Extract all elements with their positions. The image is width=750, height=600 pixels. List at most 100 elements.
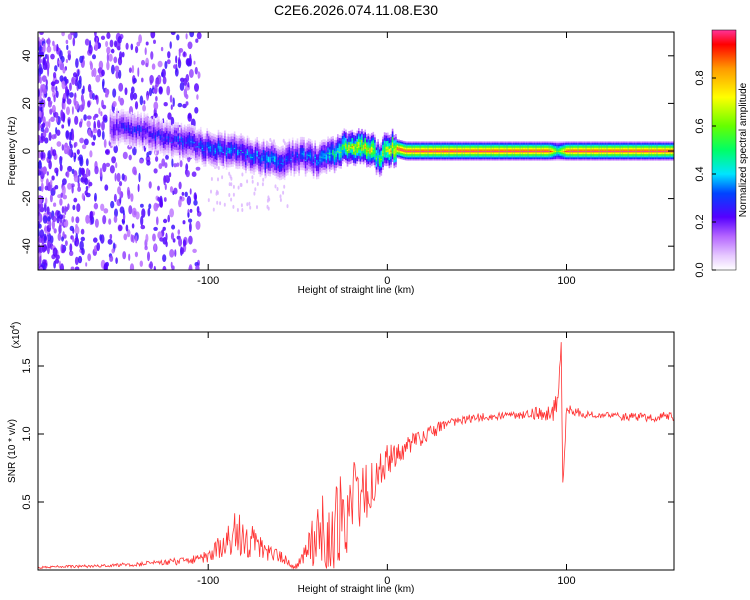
speckle-mark	[210, 177, 213, 181]
speckle-mark	[74, 266, 80, 270]
speckle-mark	[158, 86, 163, 95]
speckle-mark	[55, 90, 59, 99]
speckle-mark	[269, 137, 272, 142]
speckle-mark	[44, 202, 47, 213]
ridge-mark	[175, 139, 178, 140]
speckle-mark	[232, 192, 235, 197]
speckle-mark	[150, 32, 156, 39]
speckle-mark	[246, 179, 249, 184]
speckle-mark	[185, 101, 189, 106]
speckle-mark	[103, 139, 107, 148]
ridge-mark	[437, 151, 439, 152]
speckle-mark	[48, 132, 52, 141]
speckle-mark	[44, 225, 47, 234]
speckle-mark	[143, 100, 146, 105]
ridge-mark	[551, 151, 554, 152]
ridge-mark	[475, 151, 478, 152]
speckle-mark	[38, 116, 42, 124]
speckle-mark	[112, 101, 117, 108]
speckle-mark	[286, 204, 289, 209]
ridge-mark	[311, 157, 313, 159]
speckle-mark	[87, 253, 92, 262]
speckle-mark	[163, 218, 168, 224]
speckle-mark	[140, 215, 144, 226]
x-tick-label: -100	[197, 575, 219, 587]
ridge-mark	[296, 155, 299, 156]
speckle-mark	[76, 203, 81, 213]
speckle-mark	[118, 69, 122, 79]
speckle-mark	[119, 97, 125, 106]
ridge-mark	[354, 149, 357, 151]
ridge-mark	[628, 151, 631, 152]
speckle-mark	[174, 68, 179, 77]
ridge-mark	[491, 151, 494, 152]
speckle-mark	[161, 158, 166, 167]
speckle-mark	[67, 52, 72, 61]
speckle-mark	[85, 262, 88, 267]
ridge-mark	[388, 151, 391, 153]
speckle-mark	[173, 64, 177, 69]
speckle-mark	[130, 43, 134, 51]
ridge-mark	[303, 153, 305, 155]
speckle-mark	[94, 165, 99, 175]
y-tick-label: -20	[21, 191, 33, 207]
speckle-mark	[62, 67, 66, 74]
ridge-mark	[430, 151, 433, 152]
ridge-mark	[348, 147, 350, 149]
ridge-mark	[259, 160, 262, 162]
speckle-mark	[93, 237, 98, 243]
speckle-mark	[169, 94, 173, 103]
speckle-mark	[157, 231, 163, 240]
speckle-mark	[88, 128, 91, 137]
speckle-mark	[189, 188, 192, 195]
ridge-mark	[514, 151, 516, 152]
ridge-mark	[409, 151, 412, 152]
speckle-mark	[62, 113, 66, 123]
speckle-mark	[131, 65, 135, 74]
speckle-mark	[103, 208, 109, 214]
speckle-mark	[66, 170, 70, 178]
speckle-mark	[48, 118, 51, 129]
speckle-mark	[87, 84, 92, 93]
speckle-mark	[121, 51, 125, 58]
ridge-mark	[562, 151, 565, 152]
y-tick-label: 1.5	[21, 358, 33, 373]
ridge-mark	[586, 151, 589, 152]
speckle-mark	[145, 41, 149, 46]
speckle-mark	[47, 101, 52, 108]
speckle-mark	[95, 94, 98, 100]
speckle-mark	[114, 65, 120, 72]
speckle-mark	[248, 201, 251, 206]
ridge-mark	[227, 150, 229, 152]
speckle-mark	[46, 171, 49, 176]
speckle-mark	[92, 128, 98, 134]
speckle-mark	[96, 242, 100, 251]
speckle-mark	[72, 204, 76, 211]
ridge-mark	[166, 136, 168, 138]
ridge-mark	[109, 125, 112, 127]
speckle-mark	[96, 119, 101, 129]
ridge-mark	[624, 151, 626, 152]
ridge-mark	[441, 151, 444, 152]
ridge-mark	[196, 146, 199, 148]
ridge-mark	[598, 151, 600, 152]
ridge-mark	[233, 148, 236, 149]
speckle-mark	[128, 67, 132, 73]
speckle-mark	[162, 265, 167, 270]
speckle-mark	[179, 81, 185, 91]
speckle-mark	[185, 94, 189, 100]
ridge-mark	[219, 148, 221, 150]
ridge-mark	[249, 156, 252, 158]
speckle-mark	[279, 198, 282, 202]
ridge-mark	[609, 151, 612, 152]
speckle-mark	[106, 46, 111, 55]
speckle-mark	[52, 247, 58, 257]
speckle-mark	[38, 73, 41, 84]
speckle-mark	[74, 240, 77, 246]
ridge-mark	[535, 151, 537, 152]
speckle-mark	[163, 197, 167, 202]
ridge-mark	[304, 159, 307, 161]
speckle-mark	[84, 190, 88, 196]
ridge-mark	[528, 151, 531, 152]
